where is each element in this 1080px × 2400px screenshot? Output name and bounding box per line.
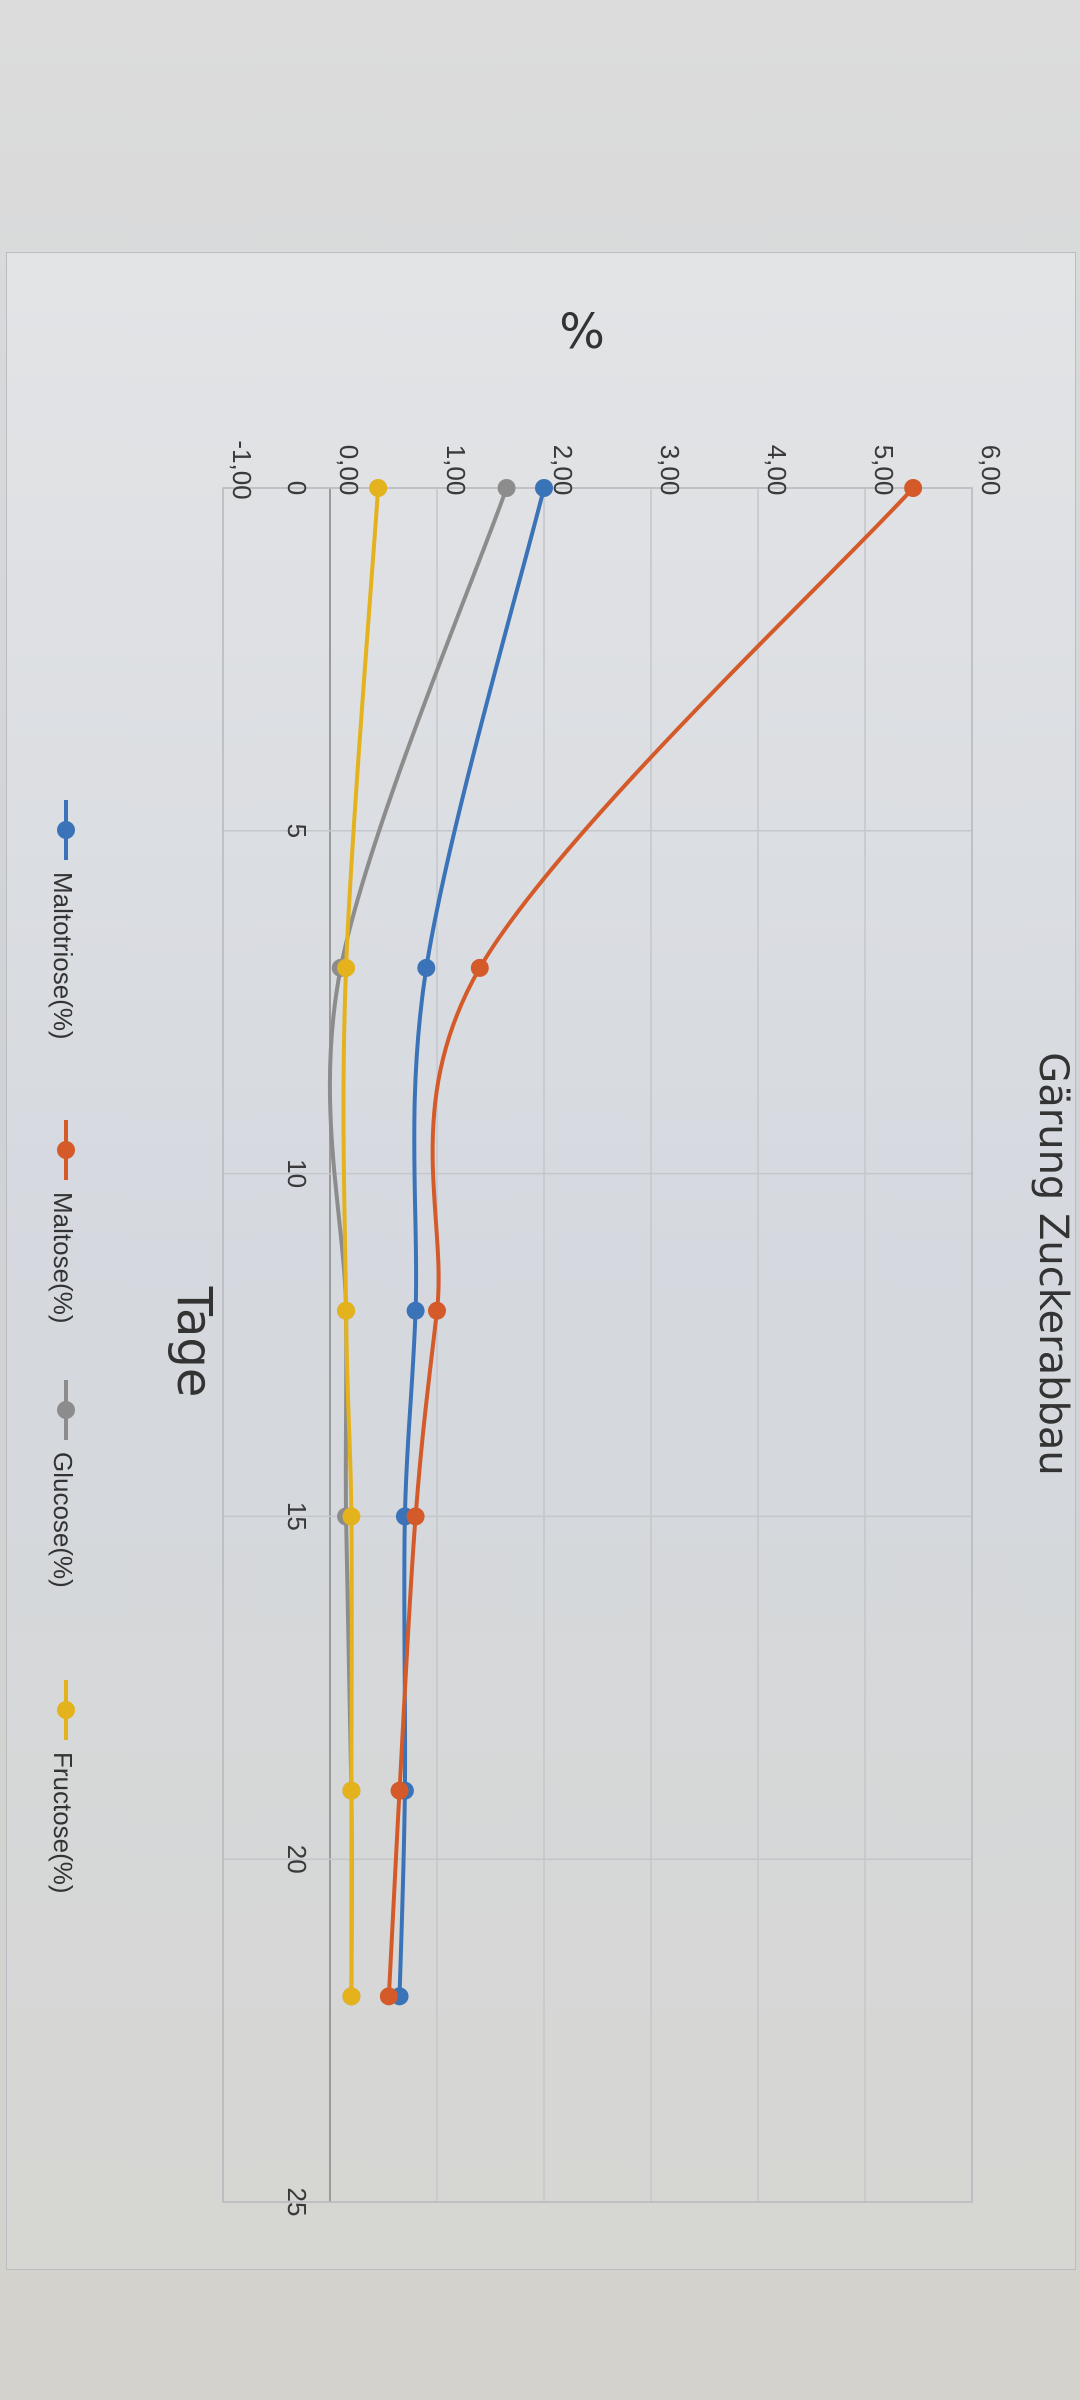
data-point: [379, 1987, 398, 2006]
data-point: [406, 1301, 425, 1320]
y-tick-label: 0,00: [334, 445, 364, 496]
legend-label: Maltose(%): [48, 1192, 78, 1323]
y-tick-label: -1,00: [227, 440, 257, 499]
chart-title: Gärung Zuckerabbau: [1030, 1052, 1076, 1475]
legend-marker: [57, 1401, 75, 1419]
label-layer: Gärung Zuckerabbau Tage % -1,00 0,00 1,00 2…: [166, 304, 1076, 2216]
x-tick-label: 5: [282, 824, 312, 838]
x-tick-label: 15: [282, 1502, 312, 1531]
data-point: [369, 479, 388, 497]
x-axis-title: Tage: [166, 1286, 222, 1398]
data-point: [428, 1301, 446, 1320]
legend-label: Maltotriose(%): [48, 872, 78, 1040]
legend-marker: [57, 821, 75, 839]
y-tick-label: 6,00: [976, 445, 1006, 496]
plot-frame: [222, 487, 973, 2203]
x-tick-label: 0: [282, 481, 312, 495]
y-tick-label: 3,00: [655, 445, 685, 496]
data-point: [342, 1781, 361, 1800]
y-tick-label: 2,00: [548, 445, 578, 496]
x-tick-label: 20: [282, 1845, 312, 1874]
data-point: [337, 958, 356, 977]
paper-sheet: [6, 252, 1076, 2270]
data-point: [535, 479, 553, 497]
data-point: [417, 958, 436, 977]
data-point: [337, 1301, 356, 1320]
x-tick-label: 25: [282, 2188, 312, 2217]
legend-marker: [57, 1701, 75, 1719]
legend-label: Fructose(%): [48, 1752, 78, 1894]
y-tick-label: 5,00: [869, 445, 899, 496]
data-point: [904, 479, 923, 497]
legend: Maltotriose(%) Maltose(%) Glucose(%) Fructo…: [48, 800, 78, 1894]
data-point: [497, 479, 516, 497]
legend-label: Glucose(%): [48, 1452, 78, 1588]
grid-lines: [222, 487, 973, 2203]
y-tick-label: 4,00: [762, 445, 792, 496]
y-axis-title: %: [559, 304, 605, 360]
legend-marker: [57, 1141, 75, 1159]
series-line: [327, 487, 509, 1997]
data-point: [342, 1507, 361, 1526]
series-layer: [327, 479, 923, 2006]
series-line: [341, 487, 381, 1997]
y-tick-label: 1,00: [441, 445, 471, 496]
data-point: [342, 1987, 361, 2006]
data-point: [470, 958, 489, 977]
data-point: [390, 1781, 409, 1800]
data-point: [406, 1507, 425, 1526]
x-tick-label: 10: [282, 1159, 312, 1188]
